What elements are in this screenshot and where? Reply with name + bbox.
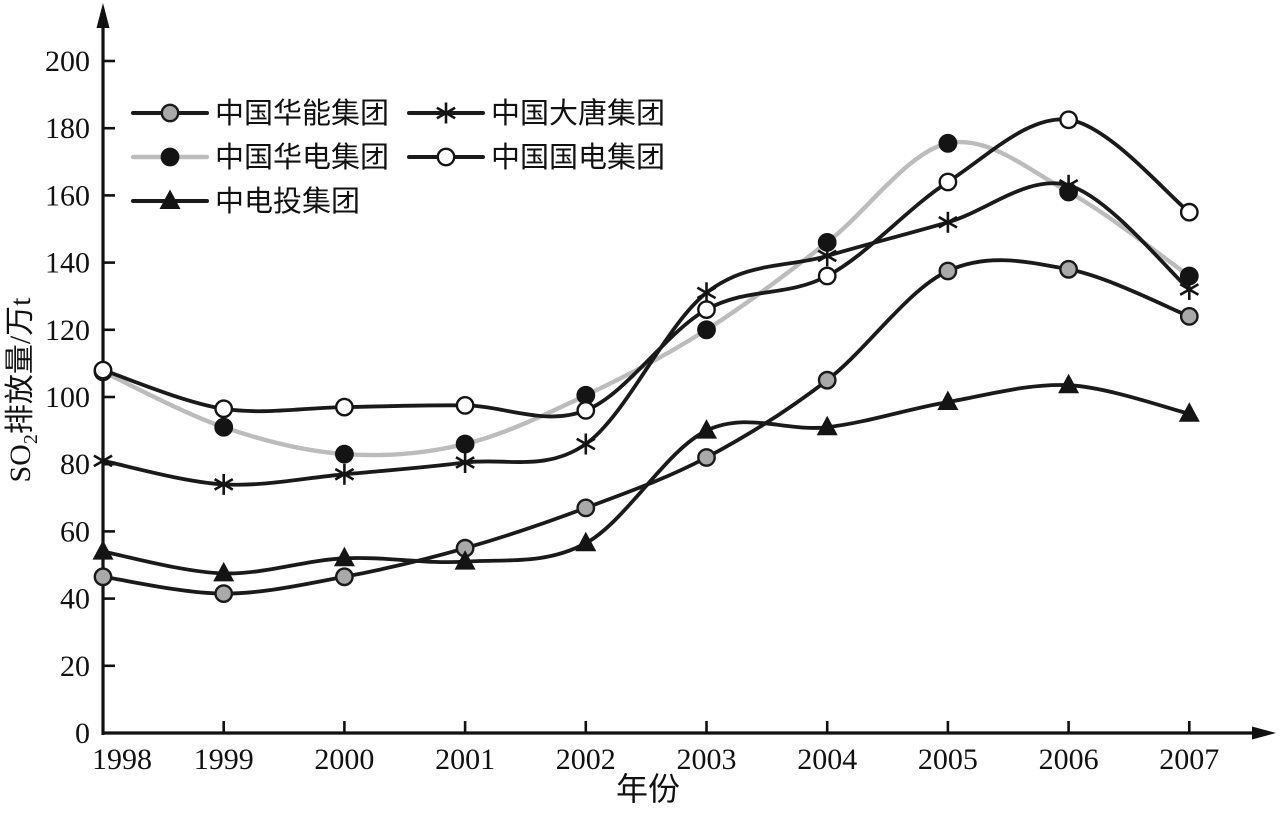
point-marker-huaneng — [1179, 306, 1199, 326]
point-marker-zhongdiantou — [92, 540, 114, 560]
asterisk-stroke — [1179, 283, 1200, 296]
point-marker-huadian — [214, 417, 234, 437]
y-tick-label: 20 — [60, 650, 90, 683]
series-line-huadian — [100, 139, 1192, 458]
point-marker-huadian — [334, 444, 354, 464]
x-tick-label: 1998 — [92, 743, 152, 776]
point-marker-datang — [213, 473, 234, 495]
point-marker-zhongdiantou — [816, 415, 838, 436]
y-tick-label: 100 — [45, 381, 90, 414]
x-tick-label: 2007 — [1159, 743, 1219, 776]
series-line-huaneng — [101, 258, 1192, 596]
point-marker-zhongdiantou — [937, 390, 959, 410]
point-marker-huaneng — [576, 498, 596, 518]
point-marker-zhongdiantou — [333, 546, 355, 567]
point-marker-guodian — [938, 172, 958, 192]
point-marker-huadian — [938, 133, 958, 153]
point-marker-datang — [938, 211, 958, 233]
series-line-zhongdiantou — [101, 383, 1192, 576]
point-marker-datang — [1179, 279, 1200, 300]
legend-marker-guodian — [436, 147, 456, 167]
point-marker-zhongdiantou — [454, 550, 476, 570]
legend-label-huaneng: 中国华能集团 — [215, 97, 389, 130]
asterisk-stroke — [334, 467, 355, 481]
x-tick-label: 2001 — [435, 743, 495, 776]
point-marker-huaneng — [214, 584, 234, 603]
x-tick-label: 1999 — [194, 743, 254, 776]
y-tick-label: 60 — [60, 515, 90, 548]
point-marker-huaneng — [697, 448, 716, 467]
point-marker-guodian — [455, 395, 475, 415]
y-tick-label: 80 — [60, 448, 90, 481]
legend-marker-zhongdiantou — [159, 189, 181, 209]
point-marker-guodian — [214, 399, 234, 419]
point-marker-datang — [93, 450, 113, 472]
y-tick-label: 40 — [60, 583, 90, 616]
point-marker-guodian — [697, 300, 716, 319]
point-marker-huaneng — [334, 567, 354, 587]
y-tick-label: 140 — [45, 247, 90, 280]
point-marker-huaneng — [1059, 259, 1079, 279]
x-axis-title: 年份 — [616, 771, 680, 807]
asterisk-stroke — [696, 286, 717, 300]
y-axis-title: SO2排放量/万t — [4, 297, 42, 483]
point-marker-zhongdiantou — [1058, 373, 1080, 394]
point-marker-datang — [334, 463, 355, 485]
point-marker-guodian — [93, 360, 113, 380]
x-tick-label: 2003 — [677, 743, 737, 776]
asterisk-stroke — [817, 249, 837, 263]
series-line-guodian — [101, 117, 1192, 419]
point-marker-datang — [576, 433, 596, 455]
asterisk-stroke — [213, 477, 234, 491]
x-axis-arrow-icon — [1252, 726, 1276, 740]
asterisk-stroke — [93, 454, 113, 468]
legend-marker-huadian — [160, 147, 180, 167]
y-tick-label: 0 — [75, 717, 90, 750]
y-tick-label: 200 — [45, 45, 90, 78]
point-marker-datang — [1058, 174, 1079, 196]
asterisk-stroke — [436, 106, 456, 120]
x-tick-label: 2004 — [797, 743, 857, 776]
y-tick-label: 160 — [45, 179, 90, 212]
point-marker-huaneng — [817, 370, 837, 390]
legend-label-huadian: 中国华电集团 — [215, 141, 389, 174]
y-axis-arrow-icon — [96, 3, 110, 28]
legend-label-guodian: 中国国电集团 — [491, 141, 665, 174]
x-tick-label: 2005 — [918, 743, 978, 776]
asterisk-stroke — [455, 456, 475, 469]
legend-marker-huaneng — [160, 103, 180, 123]
x-tick-label: 2006 — [1039, 743, 1099, 776]
point-marker-huadian — [455, 434, 475, 454]
y-tick-label: 120 — [45, 314, 90, 347]
legend-label-datang: 中国大唐集团 — [491, 97, 665, 130]
series-line-datang — [101, 181, 1192, 487]
point-marker-datang — [817, 245, 837, 267]
point-marker-huaneng — [938, 261, 958, 281]
point-marker-huadian — [697, 320, 716, 340]
asterisk-stroke — [938, 215, 958, 229]
point-marker-datang — [455, 452, 475, 473]
point-marker-zhongdiantou — [213, 561, 235, 582]
point-marker-guodian — [1179, 202, 1199, 222]
point-marker-zhongdiantou — [575, 531, 597, 552]
point-marker-guodian — [576, 400, 596, 420]
asterisk-stroke — [1058, 178, 1079, 192]
point-marker-zhongdiantou — [696, 419, 717, 439]
point-marker-guodian — [1059, 110, 1079, 130]
x-tick-label: 2002 — [556, 743, 616, 776]
legend-marker-datang — [436, 102, 456, 124]
point-marker-huaneng — [93, 567, 113, 587]
x-tick-label: 2000 — [314, 743, 374, 776]
legend-label-zhongdiantou: 中电投集团 — [215, 185, 360, 218]
y-tick-label: 180 — [45, 112, 90, 145]
asterisk-stroke — [576, 437, 596, 451]
point-marker-datang — [696, 282, 717, 304]
point-marker-guodian — [334, 397, 354, 417]
point-marker-guodian — [817, 266, 837, 286]
point-marker-zhongdiantou — [1178, 402, 1200, 422]
